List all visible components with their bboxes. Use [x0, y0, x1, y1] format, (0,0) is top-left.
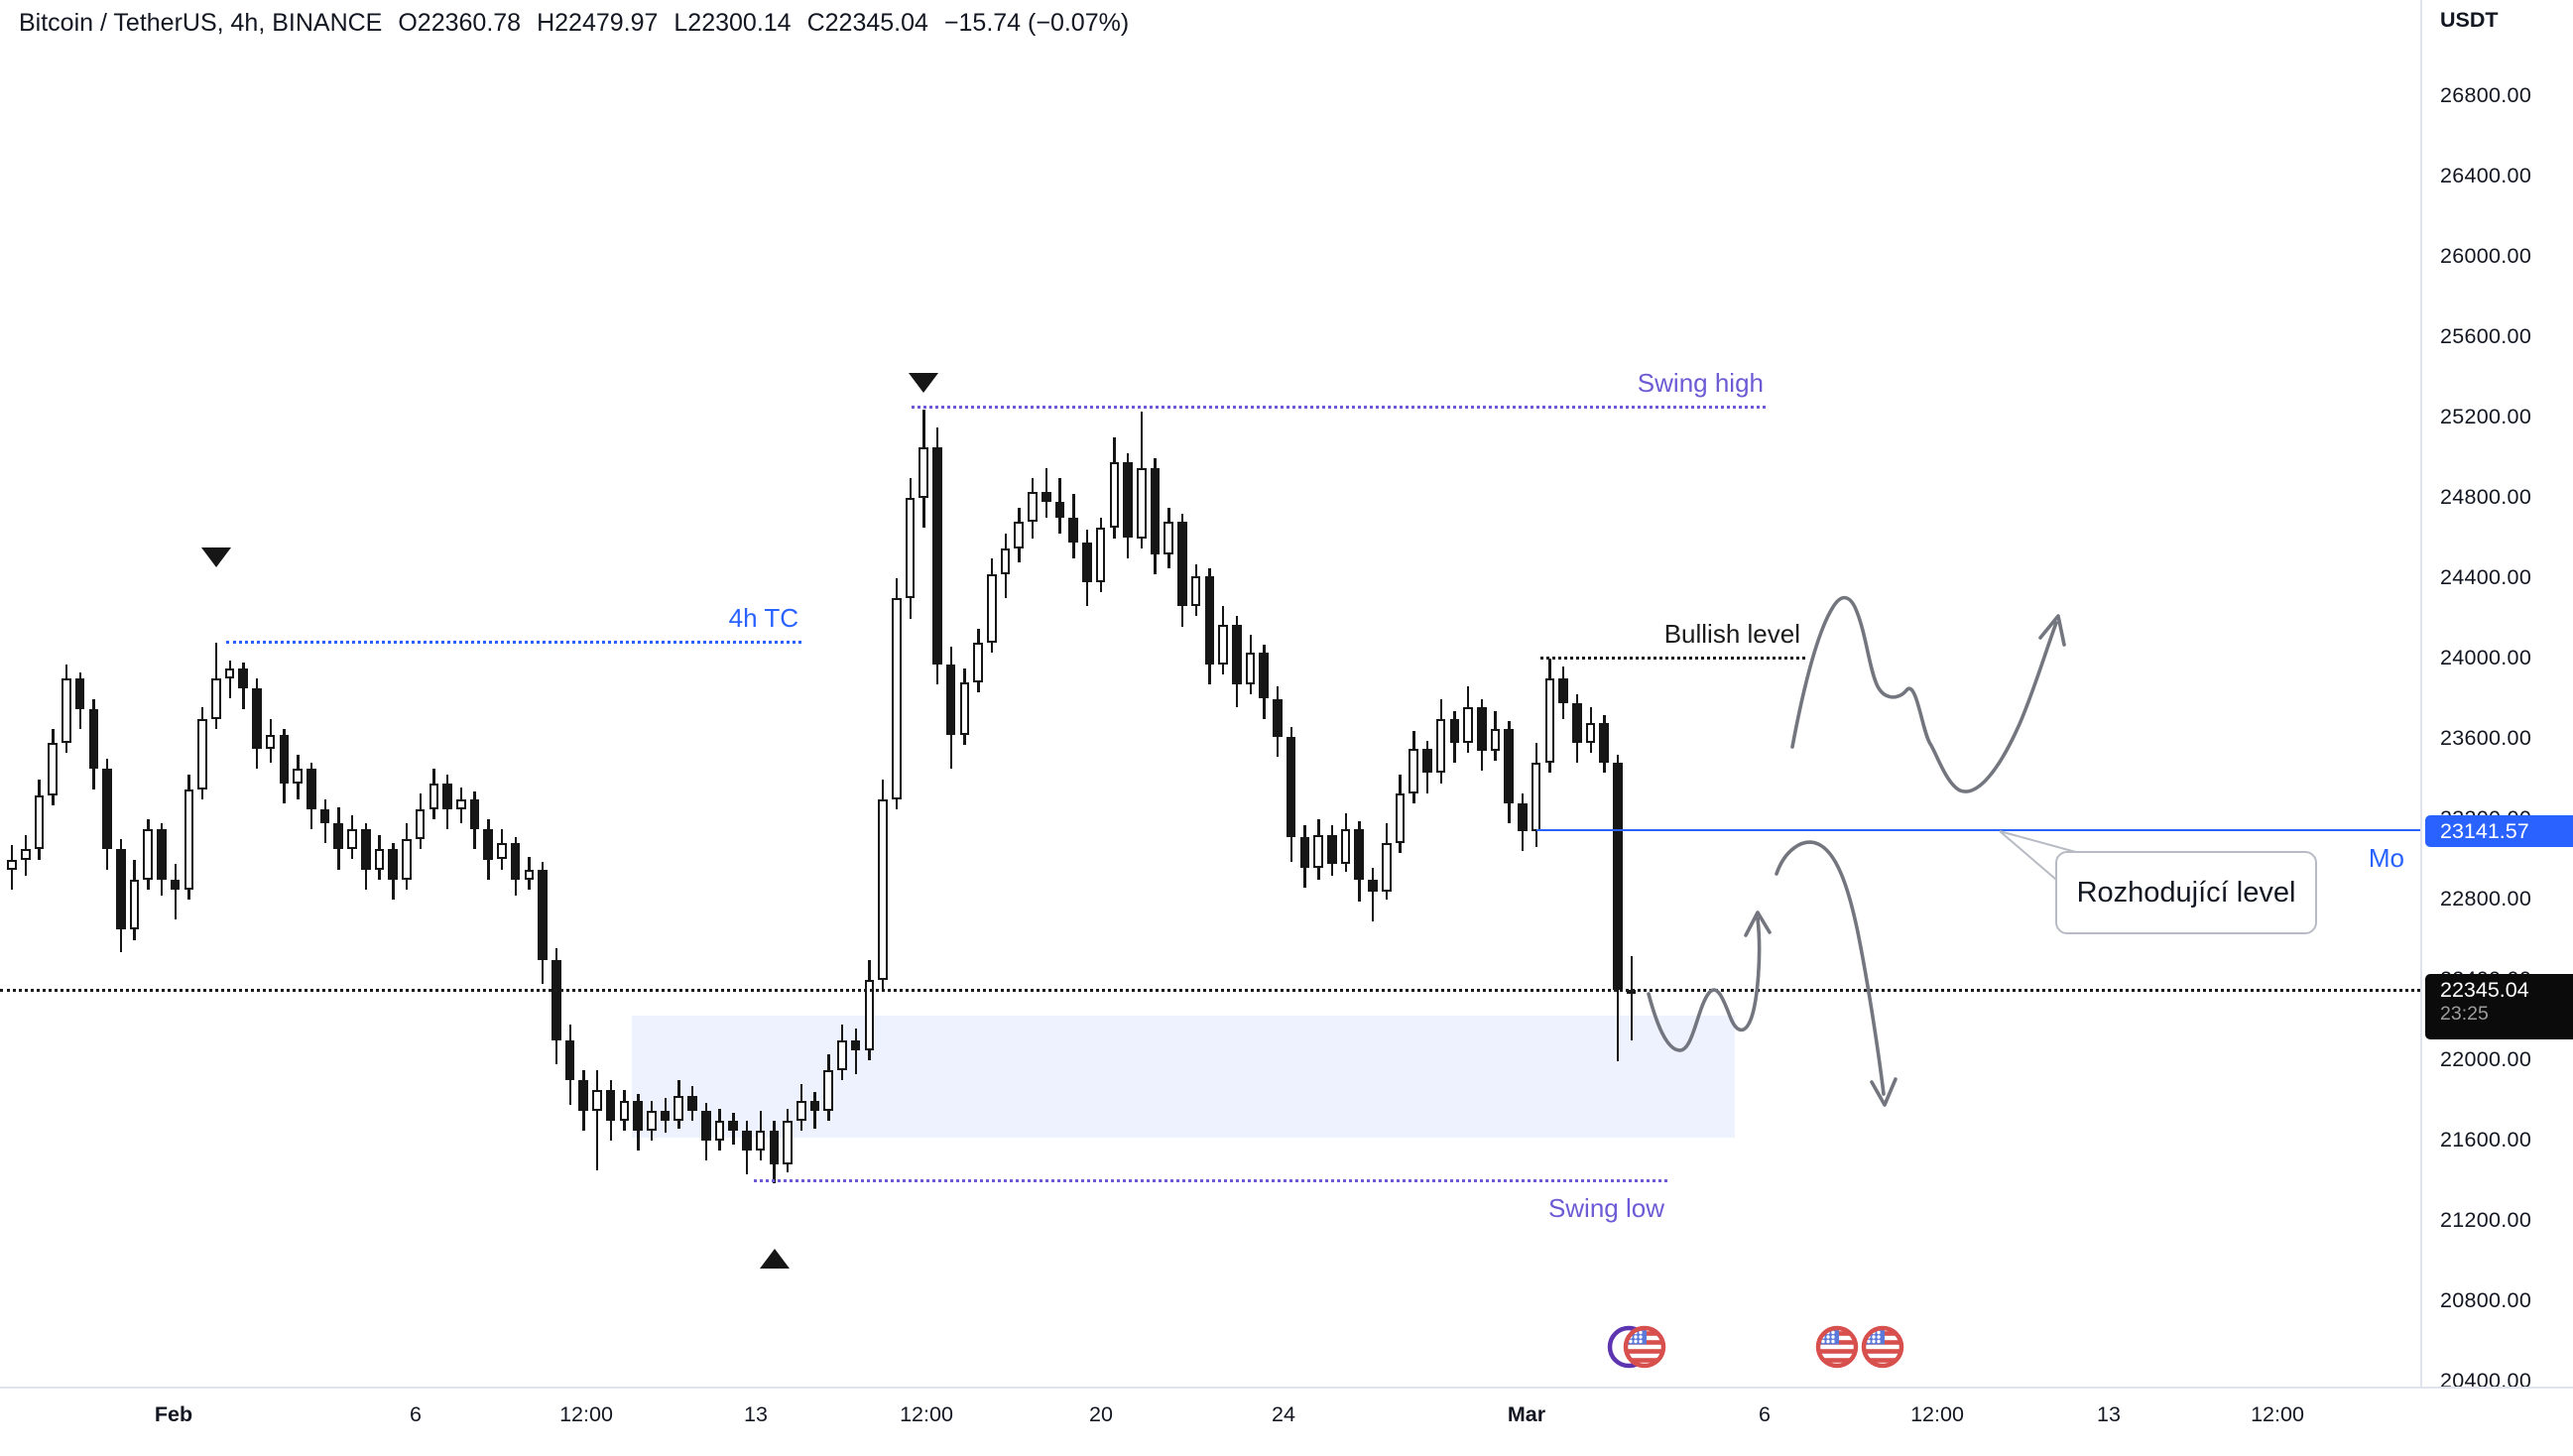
time-tick: Mar: [1507, 1402, 1546, 1426]
symbol-title-bar: Bitcoin / TetherUS, 4h, BINANCE O22360.7…: [19, 9, 1145, 38]
time-tick: 24: [1272, 1402, 1295, 1426]
price-axis[interactable]: USDT 26800.00 26400.00 26000.00 25600.00 252…: [2420, 0, 2573, 1456]
time-tick: Feb: [154, 1402, 193, 1426]
price-tick: 23600.00: [2440, 726, 2532, 750]
swing-high-label[interactable]: Swing high: [1637, 367, 1764, 398]
price-tick: 24000.00: [2440, 646, 2532, 669]
last-price-line[interactable]: [0, 989, 2420, 993]
price-axis-currency: USDT: [2440, 8, 2499, 32]
time-tick: 13: [2097, 1402, 2121, 1426]
swing-low-label[interactable]: Swing low: [1547, 1192, 1664, 1223]
bullish-level-line[interactable]: [1540, 657, 1805, 660]
ohlc-low: L22300.14: [674, 9, 792, 37]
price-tick: 20800.00: [2440, 1288, 2532, 1312]
time-tick: 12:00: [900, 1402, 953, 1426]
swing-low-line[interactable]: [754, 1178, 1667, 1182]
price-tick: 24800.00: [2440, 485, 2532, 509]
time-tick: 6: [1759, 1402, 1771, 1426]
last-price: 22345.04: [2440, 978, 2529, 1003]
time-axis[interactable]: Feb 6 12:00 13 12:00 20 24 Mar 6 12:00 13 12:00: [0, 1387, 2573, 1456]
mo-line[interactable]: [1536, 828, 2420, 831]
monthly-open-price-badge: 23141.57: [2425, 814, 2573, 847]
mo-label[interactable]: Mo: [2368, 842, 2404, 873]
price-tick: 21600.00: [2440, 1128, 2532, 1152]
time-tick: 12:00: [1910, 1402, 1964, 1426]
price-tick: 22800.00: [2440, 887, 2532, 910]
price-tick: 26000.00: [2440, 244, 2532, 268]
price-tick: 25200.00: [2440, 405, 2532, 428]
4h-tc-label[interactable]: 4h TC: [728, 602, 798, 633]
ohlc-open: O22360.78: [398, 9, 522, 37]
ohlc-close: C22345.04: [806, 9, 928, 37]
price-tick: 21200.00: [2440, 1208, 2532, 1232]
time-tick: 12:00: [2251, 1402, 2304, 1426]
price-tick: 25600.00: [2440, 324, 2532, 348]
4h-tc-line[interactable]: [226, 640, 801, 644]
time-tick: 13: [744, 1402, 768, 1426]
swing-high-line[interactable]: [912, 405, 1766, 409]
callout-label: Rozhodující level: [2076, 876, 2296, 909]
price-tick: 24400.00: [2440, 565, 2532, 589]
price-tick: 26400.00: [2440, 164, 2532, 187]
decisive-level-callout[interactable]: Rozhodující level: [2055, 851, 2317, 934]
chart-pane[interactable]: 4h TC Swing high Bullish level Swing low Mo: [0, 0, 2420, 1387]
price-change: −15.74 (−0.07%): [943, 9, 1130, 37]
bullish-level-label[interactable]: Bullish level: [1663, 619, 1800, 649]
price-tick: 22000.00: [2440, 1047, 2532, 1071]
last-price-badge: 22345.04 23:25: [2425, 974, 2573, 1040]
time-tick: 12:00: [559, 1402, 613, 1426]
bar-countdown: 23:25: [2440, 1003, 2489, 1026]
time-tick: 20: [1089, 1402, 1113, 1426]
price-tick: 26800.00: [2440, 83, 2532, 107]
time-tick: 6: [410, 1402, 422, 1426]
ohlc-high: H22479.97: [537, 9, 659, 37]
symbol-name[interactable]: Bitcoin / TetherUS, 4h, BINANCE: [19, 9, 383, 37]
